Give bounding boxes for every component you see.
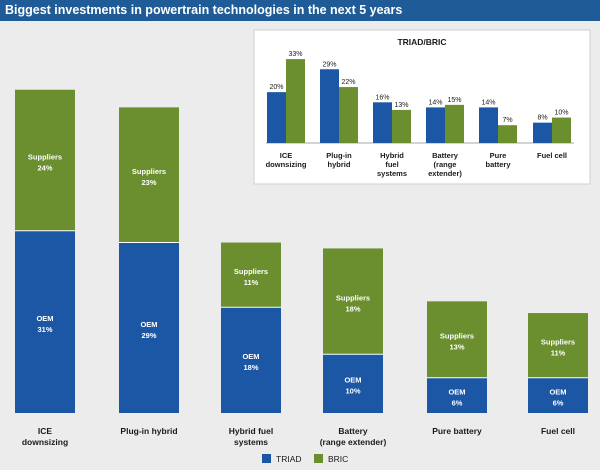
- inset-bar-bric: [552, 117, 571, 143]
- inset-title: TRIAD/BRIC: [397, 37, 446, 47]
- bar-suppliers: [221, 242, 281, 308]
- suppliers-value-label: 18%: [345, 304, 360, 313]
- suppliers-label: Suppliers: [541, 337, 575, 346]
- suppliers-value-label: 13%: [449, 343, 464, 352]
- suppliers-value-label: 11%: [244, 278, 259, 287]
- bar-oem: [323, 354, 383, 413]
- oem-label: OEM: [448, 387, 465, 396]
- bar-suppliers: [323, 248, 383, 355]
- bar-oem: [528, 377, 588, 413]
- suppliers-label: Suppliers: [234, 267, 268, 276]
- inset-x-tick-label: Pure: [490, 151, 507, 160]
- inset-x-tick-label: Battery: [432, 151, 459, 160]
- oem-value-label: 18%: [243, 363, 258, 372]
- x-tick-label: ICE: [38, 426, 53, 436]
- oem-value-label: 31%: [37, 325, 52, 334]
- inset-x-tick-label: systems: [377, 169, 407, 178]
- suppliers-value-label: 11%: [551, 348, 566, 357]
- inset-x-tick-label: hybrid: [328, 160, 351, 169]
- inset-bar-bric: [286, 59, 305, 144]
- inset-value-triad: 29%: [322, 61, 336, 68]
- inset-x-tick-label: Fuel cell: [537, 151, 567, 160]
- suppliers-label: Suppliers: [440, 332, 474, 341]
- oem-value-label: 10%: [345, 387, 360, 396]
- inset-value-bric: 22%: [341, 79, 355, 86]
- legend-label-bric: BRIC: [328, 454, 348, 464]
- inset-bar-bric: [392, 109, 411, 143]
- inset-x-tick-label: battery: [485, 160, 511, 169]
- x-tick-label: Plug-in hybrid: [120, 426, 177, 436]
- x-tick-label: Battery: [338, 426, 368, 436]
- x-tick-label: Pure battery: [432, 426, 482, 436]
- inset-value-bric: 13%: [394, 102, 408, 109]
- bar-suppliers: [427, 301, 487, 378]
- suppliers-label: Suppliers: [336, 293, 370, 302]
- oem-label: OEM: [344, 376, 361, 385]
- oem-value-label: 29%: [141, 331, 156, 340]
- x-tick-label: downsizing: [22, 437, 68, 447]
- title-bar: Biggest investments in powertrain techno…: [0, 0, 600, 21]
- suppliers-value-label: 24%: [37, 163, 52, 172]
- inset-x-tick-label: Hybrid: [380, 151, 404, 160]
- legend-swatch-bric: [314, 454, 323, 463]
- oem-label: OEM: [549, 387, 566, 396]
- inset-bar-triad: [426, 107, 445, 143]
- x-tick-label: systems: [234, 437, 268, 447]
- inset-x-tick-label: fuel: [385, 160, 398, 169]
- bar-suppliers: [528, 313, 588, 378]
- chart-title: Biggest investments in powertrain techno…: [5, 3, 403, 17]
- inset-value-bric: 33%: [288, 51, 302, 58]
- inset-value-triad: 16%: [375, 94, 389, 101]
- inset-value-triad: 8%: [537, 115, 547, 122]
- inset-bar-triad: [533, 122, 552, 143]
- inset-value-bric: 7%: [502, 117, 512, 124]
- bar-oem: [427, 377, 487, 413]
- bar-suppliers: [15, 89, 75, 231]
- x-tick-label: Hybrid fuel: [229, 426, 273, 436]
- inset-value-triad: 14%: [428, 99, 442, 106]
- inset-value-bric: 15%: [447, 97, 461, 104]
- inset-panel: [253, 29, 591, 185]
- oem-value-label: 6%: [452, 398, 463, 407]
- inset-bar-triad: [320, 69, 339, 143]
- inset-value-triad: 20%: [269, 84, 283, 91]
- legend-label-triad: TRIAD: [276, 454, 302, 464]
- bar-oem: [221, 307, 281, 413]
- oem-label: OEM: [36, 314, 53, 323]
- inset-value-triad: 14%: [481, 99, 495, 106]
- oem-label: OEM: [140, 320, 157, 329]
- inset-bar-bric: [498, 125, 517, 143]
- bar-oem: [15, 230, 75, 413]
- inset-x-tick-label: downsizing: [266, 160, 307, 169]
- oem-value-label: 6%: [553, 398, 564, 407]
- inset-bar-triad: [267, 92, 286, 143]
- inset-value-bric: 10%: [554, 110, 568, 117]
- bar-suppliers: [119, 107, 179, 243]
- oem-label: OEM: [242, 352, 259, 361]
- suppliers-label: Suppliers: [28, 152, 62, 161]
- inset-bar-bric: [445, 104, 464, 143]
- inset-x-tick-label: Plug-in: [326, 151, 352, 160]
- inset-x-tick-label: extender): [428, 169, 462, 178]
- inset-bar-bric: [339, 87, 358, 143]
- inset-x-tick-label: (range: [434, 160, 457, 169]
- inset-bar-triad: [373, 102, 392, 143]
- legend-swatch-triad: [262, 454, 271, 463]
- inset-bar-triad: [479, 107, 498, 143]
- x-tick-label: (range extender): [320, 437, 387, 447]
- suppliers-label: Suppliers: [132, 167, 166, 176]
- x-tick-label: Fuel cell: [541, 426, 575, 436]
- bar-oem: [119, 242, 179, 413]
- inset-x-tick-label: ICE: [280, 151, 293, 160]
- suppliers-value-label: 23%: [141, 178, 156, 187]
